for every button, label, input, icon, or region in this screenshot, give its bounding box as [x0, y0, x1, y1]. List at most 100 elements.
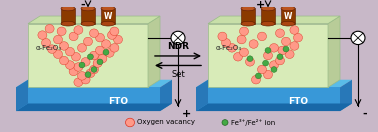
- Polygon shape: [208, 16, 340, 24]
- Circle shape: [79, 62, 85, 68]
- Circle shape: [102, 40, 110, 48]
- Text: Oxygen vacancy: Oxygen vacancy: [137, 119, 195, 126]
- Ellipse shape: [61, 21, 75, 26]
- Circle shape: [257, 65, 266, 74]
- Circle shape: [276, 29, 285, 37]
- Ellipse shape: [101, 6, 115, 11]
- Ellipse shape: [261, 21, 275, 26]
- Text: +: +: [256, 0, 265, 10]
- Bar: [81, 8, 95, 24]
- Circle shape: [276, 56, 285, 65]
- Circle shape: [240, 48, 248, 57]
- Circle shape: [98, 54, 107, 63]
- Circle shape: [90, 29, 99, 37]
- Text: α-Fe₂O₃: α-Fe₂O₃: [36, 45, 62, 51]
- Circle shape: [90, 65, 99, 74]
- Polygon shape: [196, 80, 352, 87]
- Ellipse shape: [241, 21, 255, 26]
- Circle shape: [263, 51, 273, 60]
- Circle shape: [351, 31, 365, 45]
- Circle shape: [234, 53, 243, 61]
- Polygon shape: [16, 80, 172, 87]
- Circle shape: [125, 118, 135, 127]
- Circle shape: [85, 72, 91, 77]
- Circle shape: [103, 50, 109, 55]
- Circle shape: [91, 67, 97, 72]
- Circle shape: [107, 31, 116, 39]
- Circle shape: [65, 47, 74, 56]
- Circle shape: [96, 33, 104, 42]
- Polygon shape: [16, 87, 160, 111]
- Circle shape: [263, 70, 273, 79]
- Circle shape: [270, 61, 279, 69]
- Polygon shape: [28, 16, 160, 24]
- Ellipse shape: [241, 6, 255, 11]
- Circle shape: [257, 32, 266, 41]
- Circle shape: [87, 54, 93, 60]
- Ellipse shape: [261, 6, 275, 11]
- Bar: [61, 8, 75, 24]
- Circle shape: [277, 54, 283, 60]
- Text: FTO: FTO: [288, 97, 308, 106]
- Circle shape: [222, 38, 231, 47]
- Circle shape: [77, 44, 87, 52]
- Circle shape: [282, 37, 291, 46]
- Circle shape: [218, 32, 227, 41]
- Circle shape: [93, 59, 102, 67]
- Text: W: W: [284, 11, 292, 21]
- Polygon shape: [196, 87, 340, 111]
- Circle shape: [278, 46, 287, 55]
- Circle shape: [293, 33, 302, 42]
- Polygon shape: [196, 103, 352, 111]
- Circle shape: [38, 31, 47, 39]
- Circle shape: [96, 46, 104, 55]
- Polygon shape: [196, 80, 208, 111]
- Circle shape: [74, 63, 83, 71]
- Polygon shape: [208, 24, 328, 87]
- Circle shape: [69, 32, 78, 41]
- Circle shape: [45, 24, 54, 33]
- Circle shape: [74, 26, 83, 34]
- Circle shape: [77, 72, 87, 80]
- Circle shape: [110, 27, 119, 36]
- Circle shape: [42, 38, 51, 47]
- Polygon shape: [148, 16, 160, 87]
- Bar: [241, 8, 255, 24]
- Circle shape: [240, 27, 248, 36]
- Circle shape: [270, 44, 279, 52]
- Ellipse shape: [281, 6, 295, 11]
- Circle shape: [256, 73, 262, 79]
- Circle shape: [228, 44, 237, 52]
- Circle shape: [105, 49, 114, 57]
- Circle shape: [48, 45, 56, 53]
- Polygon shape: [328, 16, 340, 87]
- Circle shape: [110, 44, 119, 52]
- Circle shape: [74, 78, 83, 86]
- Text: -: -: [362, 109, 367, 119]
- Circle shape: [84, 37, 93, 46]
- Circle shape: [86, 69, 95, 78]
- Circle shape: [69, 67, 78, 76]
- Circle shape: [245, 58, 254, 66]
- Bar: [261, 8, 275, 24]
- Circle shape: [249, 40, 258, 48]
- Text: +: +: [182, 109, 191, 119]
- Circle shape: [290, 26, 299, 34]
- Circle shape: [271, 67, 277, 72]
- Polygon shape: [28, 24, 148, 87]
- Circle shape: [171, 31, 185, 45]
- Circle shape: [97, 59, 103, 65]
- Circle shape: [263, 60, 269, 66]
- Circle shape: [285, 50, 294, 58]
- Circle shape: [90, 51, 99, 60]
- Circle shape: [222, 120, 228, 125]
- Ellipse shape: [61, 6, 75, 11]
- Ellipse shape: [81, 21, 95, 26]
- Bar: [281, 8, 295, 24]
- Text: Fe³⁺/Fe²⁺ ion: Fe³⁺/Fe²⁺ ion: [231, 119, 275, 126]
- Circle shape: [290, 42, 299, 50]
- Text: W: W: [104, 11, 112, 21]
- Circle shape: [237, 35, 246, 44]
- Circle shape: [247, 56, 253, 62]
- Text: α-Fe₂O₃: α-Fe₂O₃: [216, 45, 242, 51]
